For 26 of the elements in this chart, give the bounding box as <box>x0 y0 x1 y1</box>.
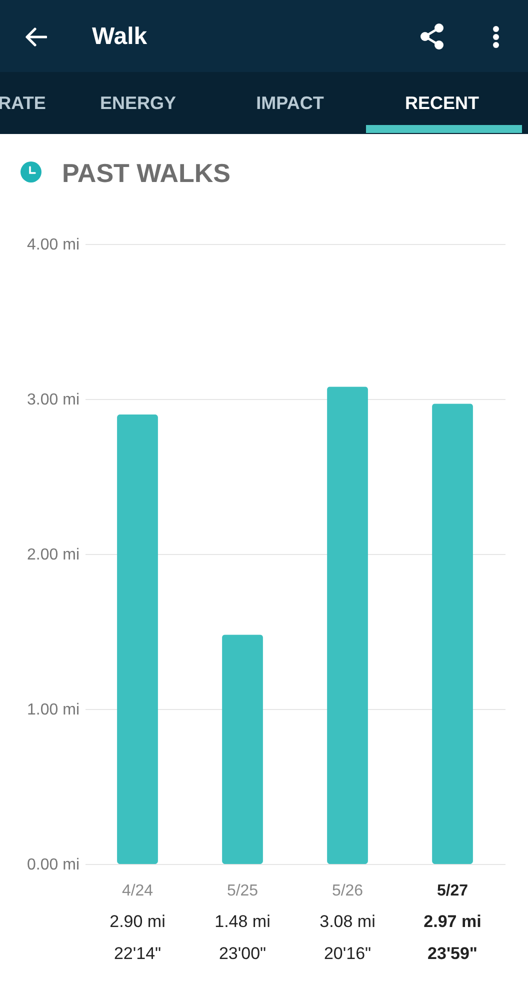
chart-title: PAST WALKS <box>62 158 231 188</box>
data-label: 1.48 mi <box>214 912 270 931</box>
text: RECENT <box>404 92 480 115</box>
x-tick-label: 5/27 <box>436 882 468 900</box>
x-tick-label: 4/24 <box>122 882 154 900</box>
x-tick-label: 5/25 <box>226 882 258 900</box>
bar <box>327 386 368 864</box>
text: 20'16" <box>324 944 372 963</box>
text: ENERGY <box>100 92 176 115</box>
y-tick-label: 4.00 mi <box>27 236 80 254</box>
y-tick-label: 1.00 mi <box>27 702 80 718</box>
x-tick-label: 5/26 <box>332 882 364 900</box>
bar <box>432 404 473 864</box>
y-tick-label: 0.00 mi <box>27 856 80 874</box>
bar <box>222 634 263 864</box>
data-label: 2.90 mi <box>110 912 166 931</box>
text: 23'59" <box>428 944 478 963</box>
y-tick-label: 2.00 mi <box>27 546 80 564</box>
text: 22'14" <box>114 944 162 963</box>
text: 23'00" <box>218 944 266 963</box>
text: IMPACT <box>256 92 324 115</box>
text: Walk <box>92 22 148 52</box>
y-tick-label: 3.00 mi <box>27 392 80 408</box>
bar <box>117 414 158 864</box>
data-label: 2.97 mi <box>424 912 482 931</box>
data-label: 3.08 mi <box>320 912 376 931</box>
